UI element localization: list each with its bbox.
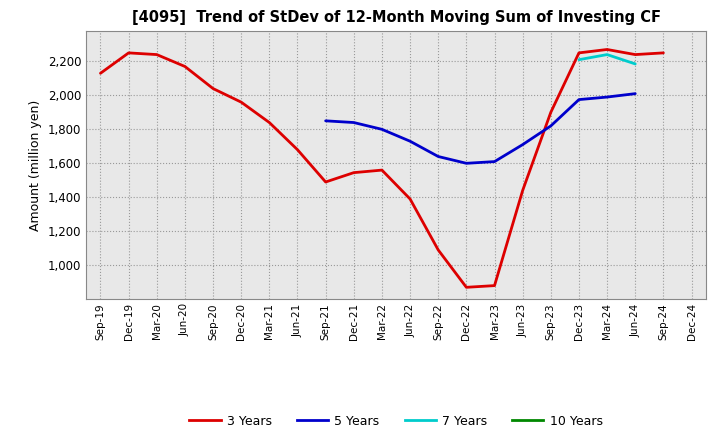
Title: [4095]  Trend of StDev of 12-Month Moving Sum of Investing CF: [4095] Trend of StDev of 12-Month Moving… [132,11,660,26]
Legend: 3 Years, 5 Years, 7 Years, 10 Years: 3 Years, 5 Years, 7 Years, 10 Years [184,410,608,433]
Y-axis label: Amount (million yen): Amount (million yen) [30,99,42,231]
